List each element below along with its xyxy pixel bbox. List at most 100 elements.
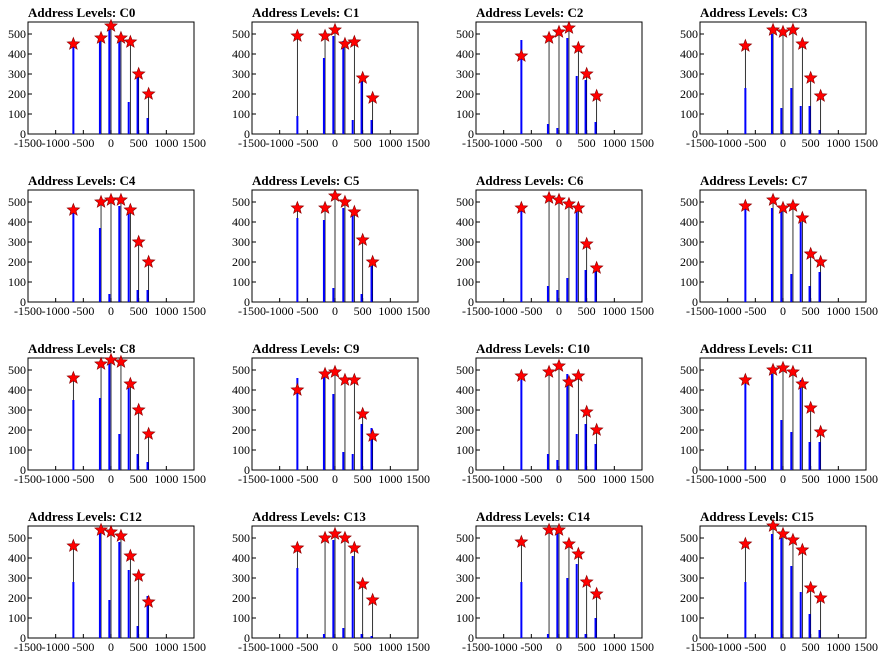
y-tick-label: 200	[232, 423, 250, 437]
star-marker	[141, 594, 156, 608]
x-tick-label: 0	[556, 472, 562, 486]
x-tick-label: -500	[744, 304, 766, 318]
star-marker	[365, 428, 380, 442]
y-tick-label: 300	[8, 571, 26, 585]
x-tick-label: -500	[520, 136, 542, 150]
y-tick-label: 500	[680, 363, 698, 377]
x-tick-label: -500	[296, 640, 318, 654]
y-tick-label: 100	[8, 611, 26, 625]
star-marker	[552, 522, 566, 536]
star-marker	[803, 246, 818, 260]
y-tick-label: 100	[232, 275, 250, 289]
y-tick-label: 0	[244, 295, 250, 309]
star-marker	[290, 200, 305, 214]
y-tick-label: 400	[8, 47, 26, 61]
chart-title: Address Levels: C8	[28, 341, 136, 356]
x-tick-label: -1000	[714, 136, 742, 150]
x-tick-label: 500	[802, 136, 820, 150]
star-marker	[365, 254, 380, 268]
y-tick-label: 200	[456, 423, 474, 437]
star-marker	[94, 194, 109, 208]
x-tick-label: 1500	[854, 304, 878, 318]
x-tick-label: 1500	[854, 472, 878, 486]
x-tick-label: 1500	[406, 472, 430, 486]
x-tick-label: 0	[556, 136, 562, 150]
star-marker	[766, 22, 781, 36]
y-tick-label: 0	[20, 127, 26, 141]
chart-panel: Address Levels: C90100200300400500-1500-…	[232, 341, 430, 486]
y-tick-label: 400	[8, 383, 26, 397]
star-marker	[347, 540, 362, 554]
star-marker	[738, 38, 753, 52]
chart-panel: Address Levels: C80100200300400500-1500-…	[8, 341, 206, 486]
x-tick-label: 1500	[854, 640, 878, 654]
y-tick-label: 200	[232, 87, 250, 101]
chart-title: Address Levels: C4	[28, 173, 136, 188]
x-tick-label: 500	[578, 136, 596, 150]
star-marker	[813, 590, 828, 604]
star-marker	[355, 70, 370, 84]
y-tick-label: 200	[456, 87, 474, 101]
star-marker	[514, 200, 529, 214]
star-marker	[290, 28, 305, 42]
y-tick-label: 400	[232, 551, 250, 565]
x-tick-label: 1000	[154, 472, 178, 486]
x-tick-label: -1000	[714, 472, 742, 486]
star-marker	[337, 194, 352, 208]
star-marker	[141, 86, 156, 100]
x-tick-label: 500	[578, 472, 596, 486]
star-marker	[347, 204, 362, 218]
x-tick-label: -500	[744, 640, 766, 654]
y-tick-label: 300	[232, 235, 250, 249]
x-tick-label: 1000	[602, 640, 626, 654]
star-marker	[561, 374, 576, 388]
x-tick-label: -1500	[238, 304, 266, 318]
star-marker	[579, 66, 594, 80]
x-tick-label: -1500	[686, 136, 714, 150]
x-tick-label: -1500	[14, 136, 42, 150]
y-tick-label: 400	[680, 551, 698, 565]
y-tick-label: 500	[232, 363, 250, 377]
star-marker	[776, 526, 790, 540]
star-marker	[123, 202, 138, 216]
x-tick-label: 1000	[602, 304, 626, 318]
x-tick-label: 1000	[602, 472, 626, 486]
star-marker	[337, 36, 352, 50]
x-tick-label: 0	[780, 304, 786, 318]
star-marker	[131, 234, 146, 248]
y-tick-label: 400	[456, 383, 474, 397]
x-tick-label: 500	[354, 304, 372, 318]
chart-panel: Address Levels: C10 0 100 200 300 400 500 -1500…	[456, 341, 654, 486]
star-marker	[141, 254, 156, 268]
y-tick-label: 100	[456, 611, 474, 625]
y-tick-label: 200	[680, 87, 698, 101]
star-marker	[776, 24, 790, 38]
star-marker	[66, 538, 81, 552]
x-tick-label: 1500	[630, 136, 654, 150]
chart-panel: Address Levels: C60100200300400500-1500-…	[456, 173, 654, 318]
x-tick-label: -1500	[238, 472, 266, 486]
x-tick-label: 1000	[378, 640, 402, 654]
star-marker	[803, 580, 818, 594]
x-tick-label: 0	[332, 472, 338, 486]
y-tick-label: 100	[456, 443, 474, 457]
x-tick-label: 1500	[182, 472, 206, 486]
x-tick-label: 1500	[630, 640, 654, 654]
star-marker	[365, 90, 380, 104]
star-marker	[131, 66, 146, 80]
x-tick-label: -1000	[42, 472, 70, 486]
x-tick-label: 0	[108, 472, 114, 486]
star-marker	[355, 406, 370, 420]
star-marker	[355, 232, 370, 246]
y-tick-label: 200	[456, 255, 474, 269]
x-tick-label: -500	[520, 640, 542, 654]
star-marker	[328, 188, 342, 202]
chart-panel: Address Levels: C12 0 100 200 300 400 500 -1500…	[8, 509, 206, 654]
x-tick-label: -500	[744, 136, 766, 150]
y-tick-label: 300	[232, 403, 250, 417]
chart-title: Address Levels: C9	[252, 341, 360, 356]
x-tick-label: 1500	[406, 136, 430, 150]
chart-panel: Address Levels: C14 0 100 200 300 400 500 -1500…	[456, 509, 654, 654]
star-marker	[328, 22, 342, 36]
